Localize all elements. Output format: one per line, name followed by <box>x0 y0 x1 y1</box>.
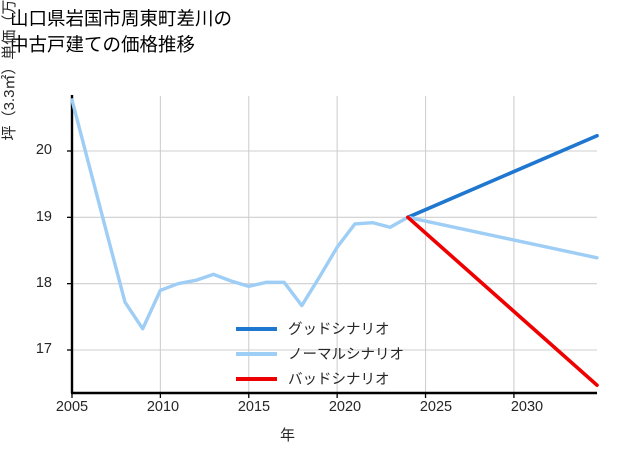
series-line-good <box>406 133 599 220</box>
x-tick-label-2025: 2025 <box>419 399 453 415</box>
x-tick-label-2020: 2020 <box>328 399 362 415</box>
x-tick-label-2005: 2005 <box>55 399 89 415</box>
legend-swatch-normal <box>236 351 277 356</box>
axis-lines <box>70 95 597 395</box>
legend-label-good: グッドシナリオ <box>288 322 390 338</box>
axis-ticks <box>67 150 515 398</box>
y-tick-label-20: 20 <box>35 142 52 158</box>
legend-swatch-bad <box>236 376 277 381</box>
x-tick-label-2010: 2010 <box>146 399 180 415</box>
chart-title-line-2: 中古戸建ての価格推移 <box>10 34 196 55</box>
x-axis-label: 年 <box>280 427 296 444</box>
legend-swatch-good <box>236 326 277 331</box>
series-line-normal <box>406 215 599 260</box>
legend-label-normal: ノーマルシナリオ <box>288 347 404 363</box>
chart-title-line-1: 山口県岩国市周東町差川の <box>10 8 233 29</box>
legend-label-bad: バッドシナリオ <box>288 372 390 388</box>
y-tick-label-19: 19 <box>35 209 52 225</box>
y-tick-label-17: 17 <box>35 341 52 357</box>
series-line-bad <box>406 215 599 387</box>
chart-legend: グッドシナリオ ノーマルシナリオ バッドシナリオ <box>236 316 404 391</box>
x-tick-label-2030: 2030 <box>510 399 544 415</box>
x-tick-label-2015: 2015 <box>237 399 271 415</box>
series-lines <box>70 98 599 387</box>
legend-item-bad[interactable]: バッドシナリオ <box>236 366 404 391</box>
chart-title: 山口県岩国市周東町差川の 中古戸建ての価格推移 <box>10 6 570 58</box>
legend-item-good[interactable]: グッドシナリオ <box>236 316 404 341</box>
y-tick-label-18: 18 <box>35 275 52 291</box>
series-line-history <box>70 98 410 331</box>
legend-item-normal[interactable]: ノーマルシナリオ <box>236 341 404 366</box>
